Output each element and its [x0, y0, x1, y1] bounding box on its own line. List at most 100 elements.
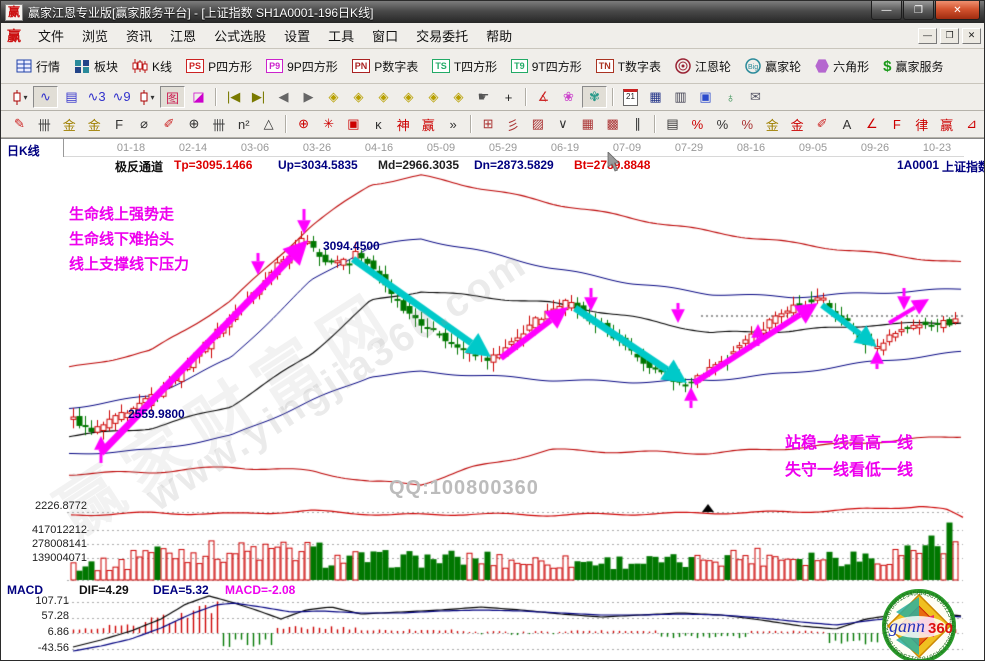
- angle-flag-icon[interactable]: △: [263, 116, 274, 131]
- ying-tool-icon[interactable]: 赢: [421, 117, 435, 133]
- toolbar-button-quotes[interactable]: 行情: [9, 58, 67, 75]
- gold-grid-2-icon[interactable]: 金: [87, 117, 101, 133]
- trend-pencil-icon[interactable]: ✐: [816, 116, 828, 131]
- more-tools-icon[interactable]: »: [449, 116, 457, 132]
- menu-item-5[interactable]: 设置: [284, 29, 311, 44]
- lv-tool-icon[interactable]: 律: [915, 117, 929, 133]
- brain-tool-icon[interactable]: ✾: [582, 86, 607, 108]
- calculator-icon[interactable]: ▦: [649, 89, 662, 104]
- gann-box-icon[interactable]: ▤: [666, 116, 679, 131]
- toolbar-button-p-square[interactable]: PS P四方形: [179, 58, 259, 75]
- fan-lines-icon[interactable]: 彡: [506, 117, 520, 133]
- candle-type-dropdown-icon[interactable]: ▾: [135, 87, 158, 107]
- menu-item-9[interactable]: 帮助: [486, 29, 513, 44]
- toolbar-button-sectors[interactable]: 板块: [67, 58, 125, 75]
- hatch-lines-icon[interactable]: 卌: [37, 117, 51, 133]
- percent-icon[interactable]: %: [716, 116, 729, 132]
- annotation-line: 站稳一线看高一线: [785, 435, 914, 452]
- flower-tool-icon[interactable]: ❀: [563, 89, 574, 104]
- shade-grid-icon[interactable]: ▨: [531, 116, 545, 131]
- menu-item-4[interactable]: 公式选股: [214, 29, 267, 44]
- last-page-icon[interactable]: ▶|: [251, 89, 266, 104]
- window-maximize-button[interactable]: ❐: [903, 1, 934, 20]
- toolbar-label: 赢家轮: [765, 59, 802, 74]
- a-shape-icon[interactable]: A: [842, 116, 852, 132]
- menu-item-8[interactable]: 交易委托: [416, 29, 469, 44]
- toolbar-button-p-number-table[interactable]: PN P数字表: [345, 58, 426, 75]
- toolbar-button-winner-service[interactable]: $ 赢家服务: [883, 57, 944, 75]
- mdi-restore-button[interactable]: ❐: [940, 27, 959, 44]
- parallel-lines-icon[interactable]: ∥: [634, 116, 641, 131]
- zoom-right-diamond-icon[interactable]: ◈: [353, 89, 364, 104]
- wave-3-icon[interactable]: ∿3: [87, 89, 106, 104]
- toolbar-button-kline[interactable]: K线: [125, 58, 179, 75]
- gold-grid-1-icon[interactable]: 金: [62, 117, 76, 133]
- fibonacci-icon[interactable]: F: [115, 116, 124, 132]
- zoom-h-diamond-icon[interactable]: ◈: [378, 89, 389, 104]
- menu-item-0[interactable]: 文件: [38, 29, 65, 44]
- next-page-icon[interactable]: ▶: [303, 89, 314, 104]
- red-cycle-icon[interactable]: ⊕: [298, 116, 310, 131]
- drag-hand-icon[interactable]: ☛: [477, 89, 490, 104]
- menu-item-7[interactable]: 窗口: [372, 29, 399, 44]
- gold-section-icon[interactable]: 金: [765, 117, 779, 133]
- angle-tool-icon[interactable]: ∡: [537, 89, 550, 104]
- pencil-icon[interactable]: ✎: [14, 116, 25, 131]
- toolbar-button-9p-square[interactable]: P9 9P四方形: [259, 58, 345, 75]
- window-minimize-button[interactable]: —: [871, 1, 902, 20]
- shen-tool-icon[interactable]: 神: [396, 117, 410, 133]
- v-wave-icon[interactable]: ∨: [558, 116, 568, 131]
- info-board-icon[interactable]: ▤: [65, 89, 78, 104]
- cycle-circle-icon[interactable]: ⊕: [188, 116, 200, 131]
- window-close-button[interactable]: ✕: [935, 1, 980, 20]
- circle-tool-icon[interactable]: ⌀: [140, 116, 148, 131]
- toolbar-button-gann-wheel[interactable]: 江恩轮: [668, 58, 738, 75]
- square-target-icon[interactable]: ▣: [347, 116, 360, 131]
- pattern-marker-icon[interactable]: 图: [160, 86, 185, 108]
- menu-item-1[interactable]: 浏览: [82, 29, 109, 44]
- dense-grid-icon[interactable]: ▦: [581, 116, 594, 131]
- chart-canvas[interactable]: [1, 139, 984, 660]
- f-angle-icon[interactable]: F: [892, 116, 901, 132]
- percent-line-icon[interactable]: %: [741, 116, 754, 132]
- toolbar-button-winner-wheel[interactable]: Big 赢家轮: [738, 58, 808, 75]
- hatch-lines-2-icon[interactable]: 卌: [212, 117, 226, 133]
- n-square-icon[interactable]: n²: [237, 116, 250, 132]
- pencil-ruler-icon[interactable]: ✐: [163, 116, 175, 131]
- toolbar-button-t-square[interactable]: TS T四方形: [425, 58, 504, 75]
- dense-grid-2-icon[interactable]: ▩: [606, 116, 619, 131]
- angle-line-icon[interactable]: ∠: [866, 116, 878, 131]
- percent-red-icon[interactable]: %: [691, 116, 704, 132]
- wedge-icon[interactable]: ⊿: [966, 116, 978, 131]
- menu-item-6[interactable]: 工具: [328, 29, 355, 44]
- notes-icon[interactable]: ▥: [674, 89, 687, 104]
- toolbar-button-t-number-table[interactable]: TN T数字表: [589, 58, 668, 75]
- save-icon[interactable]: ▣: [699, 89, 712, 104]
- ying-angle-icon[interactable]: 赢: [940, 117, 954, 133]
- k-mark-icon[interactable]: ĸ: [375, 116, 382, 132]
- gold-line-icon[interactable]: 金: [790, 117, 804, 133]
- zoom-reset-diamond-icon[interactable]: ◈: [453, 89, 464, 104]
- kline-style-dropdown-icon[interactable]: ▾: [8, 87, 31, 107]
- crosshair-icon[interactable]: +: [504, 89, 513, 105]
- first-page-icon[interactable]: |◀: [226, 89, 241, 104]
- mdi-window-controls: — ❐ ✕: [918, 27, 984, 44]
- calendar-icon[interactable]: 21: [619, 87, 642, 107]
- mdi-minimize-button[interactable]: —: [918, 27, 937, 44]
- send-mail-icon[interactable]: ✉: [750, 89, 761, 104]
- color-histogram-icon[interactable]: ◪: [192, 89, 205, 104]
- web-save-icon[interactable]: ♁: [725, 89, 736, 105]
- mdi-close-button[interactable]: ✕: [962, 27, 981, 44]
- menu-item-3[interactable]: 江恩: [170, 29, 197, 44]
- zigzag-overlay-icon[interactable]: ∿: [33, 86, 58, 108]
- zoom-all-diamond-icon[interactable]: ◈: [428, 89, 439, 104]
- zoom-left-diamond-icon[interactable]: ◈: [328, 89, 339, 104]
- prev-page-icon[interactable]: ◀: [278, 89, 289, 104]
- box-grid-icon[interactable]: ⊞: [482, 116, 494, 131]
- wave-9-icon[interactable]: ∿9: [112, 89, 131, 104]
- zoom-d-diamond-icon[interactable]: ◈: [403, 89, 414, 104]
- toolbar-button-9t-square[interactable]: T9 9T四方形: [504, 58, 589, 75]
- starburst-icon[interactable]: ✳: [323, 116, 334, 131]
- menu-item-2[interactable]: 资讯: [126, 29, 153, 44]
- toolbar-button-hexagon[interactable]: 六角形: [808, 58, 876, 75]
